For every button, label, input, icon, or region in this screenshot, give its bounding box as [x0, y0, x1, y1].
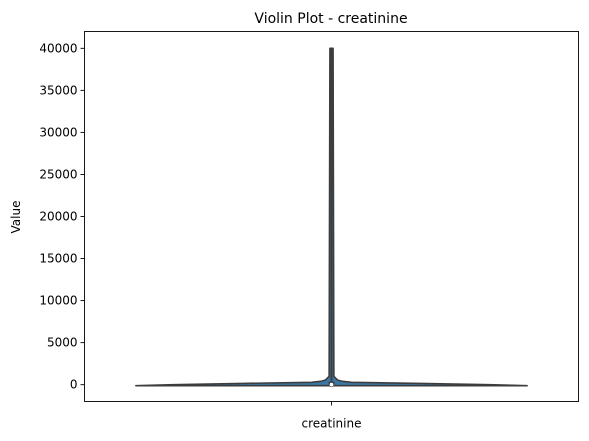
- x-axis: creatinine: [302, 401, 362, 431]
- violin-median-dot: [328, 382, 334, 388]
- plot-area: [135, 47, 528, 388]
- y-tick-label: 0: [70, 378, 78, 392]
- y-tick-label: 15000: [39, 252, 77, 266]
- y-tick-label: 10000: [39, 294, 77, 308]
- y-tick-label: 30000: [39, 125, 77, 139]
- chart-title: Violin Plot - creatinine: [254, 11, 407, 27]
- y-tick-label: 20000: [39, 210, 77, 224]
- plot-frame: [84, 31, 579, 402]
- y-axis: 0 5000 10000 15000 20000 25000 30000 35000 40000: [39, 41, 85, 392]
- y-tick-label: 5000: [47, 336, 78, 350]
- y-tick-label: 35000: [39, 83, 77, 97]
- y-axis-label: Value: [9, 201, 23, 234]
- y-tick-label: 25000: [39, 167, 77, 181]
- x-tick-label: creatinine: [302, 417, 362, 431]
- y-tick-label: 40000: [39, 41, 77, 55]
